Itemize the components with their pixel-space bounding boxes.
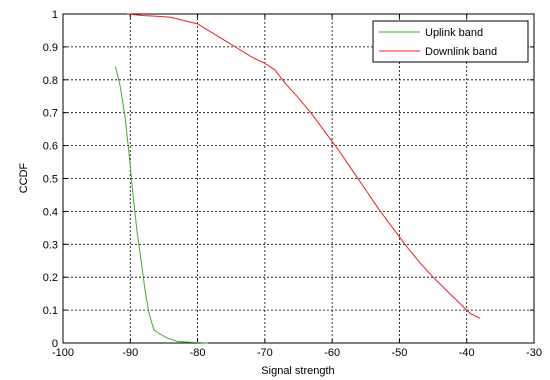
y-tick-label: 1 bbox=[52, 9, 58, 21]
x-tick-label: -80 bbox=[190, 347, 206, 359]
y-tick-label: 0.5 bbox=[43, 174, 58, 186]
downlink-series-line bbox=[126, 13, 481, 319]
legend-box bbox=[372, 20, 529, 63]
x-tick-label: -40 bbox=[459, 347, 475, 359]
data-series bbox=[115, 13, 481, 344]
y-axis-label: CCDF bbox=[18, 162, 30, 193]
y-tick-label: 0.4 bbox=[43, 206, 58, 218]
tick-labels: -100 -90 -80 -70 -60 -50 -40 -30 0 0.1 0.2 0.3 0.4 0.… bbox=[43, 9, 542, 359]
y-tick-label: 0.3 bbox=[43, 239, 58, 251]
legend-label-uplink: Uplink band bbox=[425, 27, 483, 39]
legend: Uplink band Downlink band bbox=[372, 20, 529, 63]
y-tick-label: 0.9 bbox=[43, 42, 58, 54]
x-axis-label: Signal strength bbox=[261, 365, 334, 377]
y-tick-label: 0 bbox=[52, 338, 58, 350]
y-tick-label: 0.1 bbox=[43, 305, 58, 317]
x-tick-label: -70 bbox=[257, 347, 273, 359]
uplink-series-line bbox=[115, 66, 208, 344]
y-tick-label: 0.8 bbox=[43, 75, 58, 87]
x-tick-label: -60 bbox=[324, 347, 340, 359]
x-tick-label: -100 bbox=[52, 347, 74, 359]
y-tick-label: 0.2 bbox=[43, 272, 58, 284]
y-tick-label: 0.6 bbox=[43, 141, 58, 153]
y-tick-label: 0.7 bbox=[43, 108, 58, 120]
x-tick-label: -90 bbox=[122, 347, 138, 359]
legend-label-downlink: Downlink band bbox=[425, 46, 497, 58]
x-tick-label: -30 bbox=[526, 347, 542, 359]
x-tick-label: -50 bbox=[391, 347, 407, 359]
